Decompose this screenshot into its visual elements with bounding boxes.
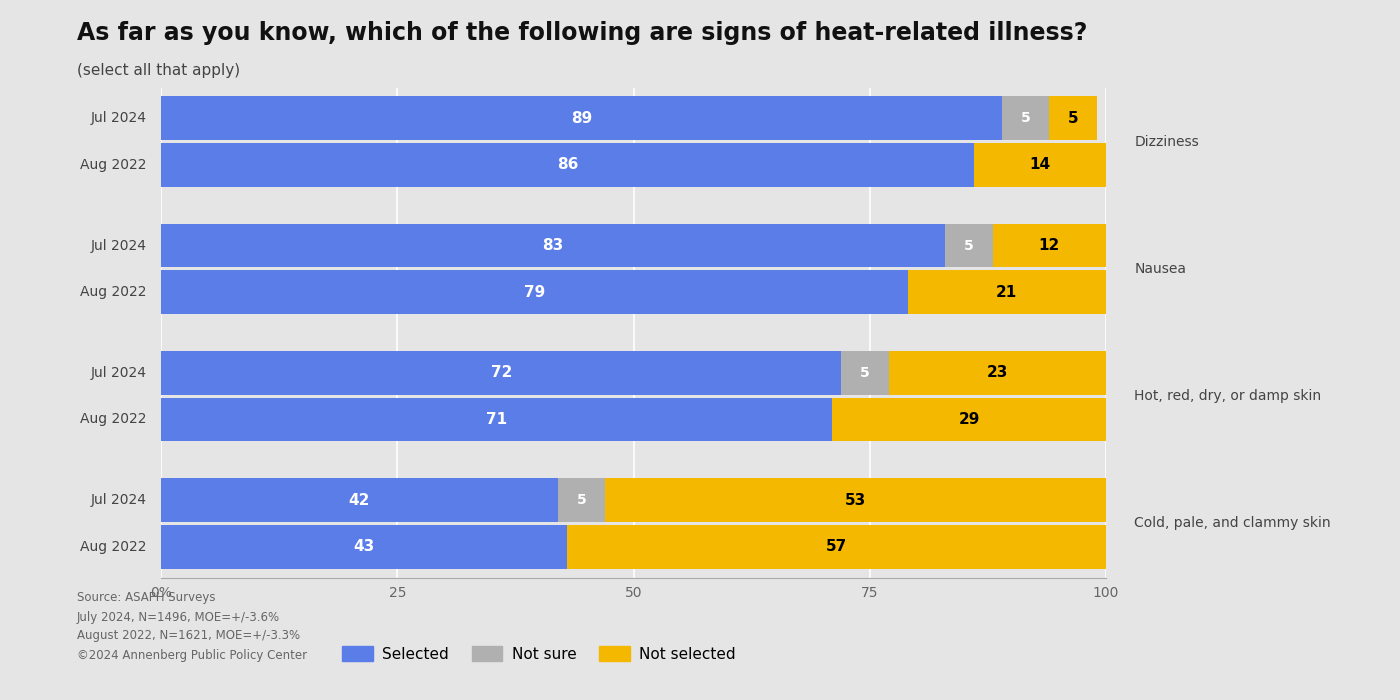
Text: 29: 29 xyxy=(958,412,980,427)
Text: 21: 21 xyxy=(997,285,1018,300)
Text: 53: 53 xyxy=(846,493,867,507)
Text: Hot, red, dry, or damp skin: Hot, red, dry, or damp skin xyxy=(1134,389,1322,403)
Text: Jul 2024: Jul 2024 xyxy=(91,111,147,125)
Text: 71: 71 xyxy=(486,412,507,427)
Text: 5: 5 xyxy=(1021,111,1030,125)
Bar xyxy=(974,143,1106,187)
Text: 43: 43 xyxy=(354,539,375,554)
Bar xyxy=(161,398,832,442)
Text: Jul 2024: Jul 2024 xyxy=(91,493,147,507)
Text: Jul 2024: Jul 2024 xyxy=(91,366,147,380)
Bar xyxy=(889,351,1106,395)
Text: 5: 5 xyxy=(1068,111,1078,126)
Text: 12: 12 xyxy=(1039,238,1060,253)
Text: As far as you know, which of the following are signs of heat-related illness?: As far as you know, which of the followi… xyxy=(77,21,1088,45)
Text: 5: 5 xyxy=(577,493,587,507)
Bar xyxy=(161,143,974,187)
Text: Aug 2022: Aug 2022 xyxy=(80,412,147,426)
Text: Jul 2024: Jul 2024 xyxy=(91,239,147,253)
Text: 86: 86 xyxy=(557,158,578,172)
Bar xyxy=(161,270,907,314)
Text: 42: 42 xyxy=(349,493,370,507)
Text: (select all that apply): (select all that apply) xyxy=(77,63,241,78)
Text: 57: 57 xyxy=(826,539,847,554)
Text: Cold, pale, and clammy skin: Cold, pale, and clammy skin xyxy=(1134,517,1331,531)
Bar xyxy=(161,97,1002,140)
Bar xyxy=(605,478,1106,522)
Bar xyxy=(1002,97,1050,140)
Text: Aug 2022: Aug 2022 xyxy=(80,285,147,299)
Text: Aug 2022: Aug 2022 xyxy=(80,158,147,172)
Bar xyxy=(161,223,945,267)
Bar xyxy=(1050,97,1096,140)
Legend: Selected, Not sure, Not selected: Selected, Not sure, Not selected xyxy=(336,640,742,668)
Bar xyxy=(832,398,1106,442)
Bar xyxy=(567,525,1106,568)
Text: Source: ASAPH Surveys
July 2024, N=1496, MOE=+/-3.6%
August 2022, N=1621, MOE=+/: Source: ASAPH Surveys July 2024, N=1496,… xyxy=(77,592,307,662)
Text: Nausea: Nausea xyxy=(1134,262,1186,276)
Text: 5: 5 xyxy=(965,239,974,253)
Bar xyxy=(907,270,1106,314)
Text: 5: 5 xyxy=(860,366,869,380)
Text: Aug 2022: Aug 2022 xyxy=(80,540,147,554)
Bar xyxy=(161,478,559,522)
Bar xyxy=(161,525,567,568)
Bar xyxy=(841,351,889,395)
Bar xyxy=(945,223,993,267)
Text: Dizziness: Dizziness xyxy=(1134,134,1200,148)
Text: 79: 79 xyxy=(524,285,545,300)
Bar xyxy=(161,351,841,395)
Text: 72: 72 xyxy=(490,365,512,380)
Text: 14: 14 xyxy=(1029,158,1050,172)
Bar xyxy=(559,478,605,522)
Bar xyxy=(993,223,1106,267)
Text: 23: 23 xyxy=(987,365,1008,380)
Text: 89: 89 xyxy=(571,111,592,126)
Text: 83: 83 xyxy=(543,238,564,253)
